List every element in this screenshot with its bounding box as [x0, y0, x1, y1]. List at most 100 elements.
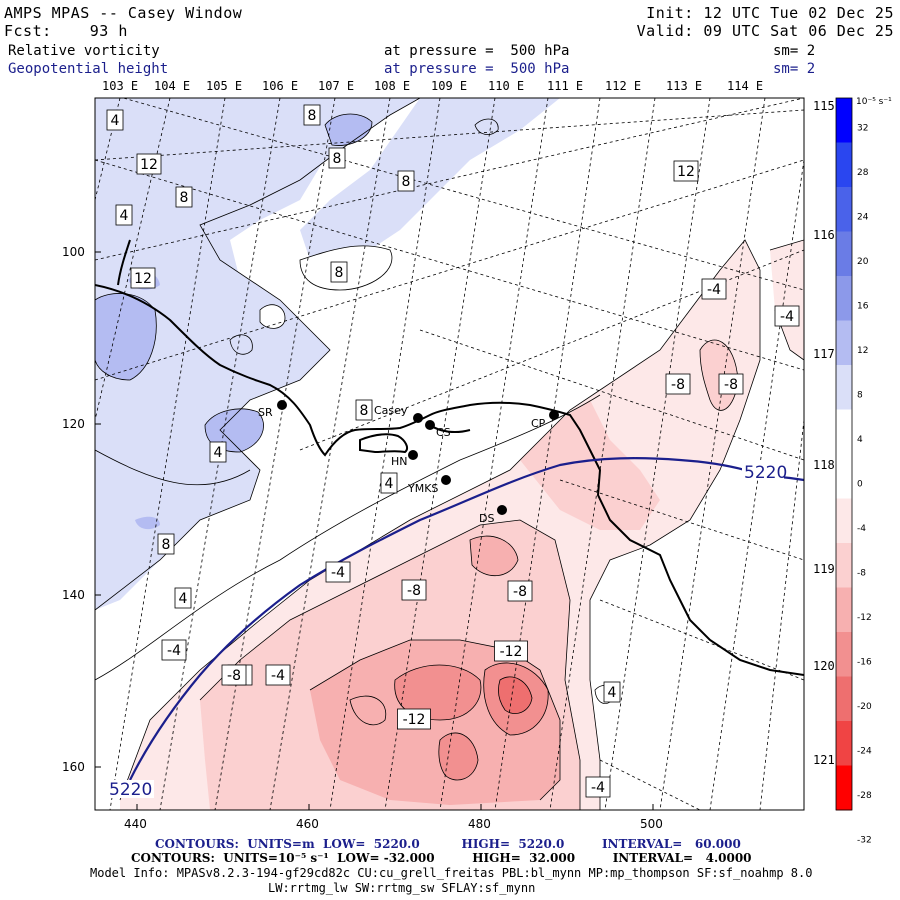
station-label: Casey [374, 404, 408, 417]
contour-label: 8 [180, 190, 189, 206]
neutral-area [260, 304, 285, 329]
colorbar-swatch [836, 721, 852, 766]
contour-label: 8 [333, 151, 342, 167]
field1-name: Relative vorticity [8, 43, 160, 59]
colorbar-tick-label: 32 [857, 124, 868, 134]
station-casey[interactable]: Casey [374, 404, 423, 423]
colorbar-swatch [836, 498, 852, 544]
contour-label: 8 [360, 403, 369, 419]
contour-label: -4 [591, 780, 605, 796]
contour-label: 12 [677, 164, 695, 180]
model-title: AMPS MPAS -- Casey Window [4, 4, 243, 22]
colorbar-tick-label: 4 [857, 435, 863, 445]
colorbar-tick-label: 28 [857, 168, 869, 178]
colorbar-swatch [836, 142, 852, 188]
contour-label-box [774, 305, 800, 327]
contour-label: -4 [331, 565, 345, 581]
negative-vorticity-area [470, 536, 518, 576]
contour-label-box [325, 561, 351, 583]
colorbar-tick-label: -28 [857, 791, 872, 801]
contour-label: 4 [111, 113, 120, 129]
station-label: CS [436, 426, 451, 439]
colorbar-outline [835, 97, 853, 811]
station-ds[interactable]: DS [479, 505, 507, 525]
field1-level: at pressure = 500 hPa [384, 43, 570, 59]
init-time: Init: 12 UTC Tue 02 Dec 25 [646, 4, 894, 22]
footer-model-info-2: LW:rrtmg_lw SW:rrtmg_sw SFLAY:sf_mynn [268, 881, 536, 895]
contour-label-box [355, 399, 373, 421]
contour-label-box [221, 664, 247, 686]
contour-label-box [106, 109, 124, 131]
lon-label: 111 E [547, 79, 583, 93]
colorbar-tick-label: -12 [857, 613, 872, 623]
positive-vorticity-area [205, 408, 264, 452]
station-cs[interactable]: CS [425, 420, 451, 439]
colorbar-tick-label: 12 [857, 346, 868, 356]
contour-label: -4 [780, 309, 794, 325]
footer-height-contours: CONTOURS: UNITS=m LOW= 5220.0 HIGH= 5220… [155, 837, 741, 851]
contour-label: 8 [308, 108, 317, 124]
contour-label-box [718, 373, 744, 395]
lon-label: 107 E [318, 79, 354, 93]
lon-label: 104 E [154, 79, 190, 93]
axis-labels: 440 460 480 500 100 120 140 160 [62, 245, 663, 831]
contour-label-box [603, 681, 621, 703]
contour-label: -12 [500, 644, 523, 660]
contour-label-box [209, 441, 227, 463]
contour-label-box [115, 204, 133, 226]
contour-label-box [380, 472, 398, 494]
station-ymks[interactable]: YMKS [407, 475, 451, 495]
contour-label: 8 [402, 174, 411, 190]
lon-label: 108 E [374, 79, 410, 93]
positive-vorticity-area [95, 293, 157, 380]
contour-label-box [175, 186, 193, 208]
height-contour-5220 [129, 457, 804, 781]
height-contour-labels: 5220 5220 [108, 462, 787, 800]
lon-label: 114 E [727, 79, 763, 93]
height-label-west: 5220 [109, 780, 152, 800]
field1-smooth: sm= 2 [773, 43, 816, 59]
contour-label: -4 [707, 282, 721, 298]
field2-level: at pressure = 500 hPa [384, 61, 570, 77]
y-tick-label: 140 [62, 588, 85, 602]
contour-label-box [174, 587, 192, 609]
field2-name: Geopotential height [8, 61, 169, 77]
colorbar-unit: 10⁻⁵ s⁻¹ [856, 97, 892, 107]
contour-label-box [673, 160, 699, 182]
x-tick-label: 500 [640, 817, 663, 831]
contour-label: -4 [271, 668, 285, 684]
lon-label: 105 E [206, 79, 242, 93]
contour-label-box [397, 708, 431, 730]
colorbar-tick-label: 16 [857, 302, 869, 312]
colorbar-swatch [836, 543, 852, 588]
station-hn[interactable]: HN [391, 450, 418, 468]
station-cp[interactable]: CP [531, 410, 559, 430]
positive-vorticity-area [325, 114, 372, 146]
colorbar-swatch [836, 98, 852, 143]
station-label: HN [391, 455, 408, 468]
x-tick-label: 440 [124, 817, 147, 831]
negative-vorticity-area [770, 240, 804, 360]
colorbar-swatch [836, 587, 852, 633]
lon-label: 103 E [102, 79, 138, 93]
colorbar-tick-label: -20 [857, 702, 872, 712]
colorbar-tick-label: -24 [857, 747, 872, 757]
contour-label: 4 [120, 208, 129, 224]
contour-label: 4 [385, 476, 394, 492]
lon-label: 110 E [488, 79, 524, 93]
colorbar-tick-label: 20 [857, 257, 869, 267]
colorbar-tick-label: 24 [857, 213, 869, 223]
negative-vorticity-area [520, 400, 660, 530]
negative-vorticity-area [394, 665, 481, 720]
station-label: CP [531, 417, 546, 430]
colorbar-tick-label: 8 [857, 391, 863, 401]
contour-label-box [401, 579, 427, 601]
colorbar-swatch [836, 454, 852, 499]
station-sr[interactable]: SR [258, 400, 287, 419]
contour-label: 4 [214, 445, 223, 461]
colorbar-tick-label: -32 [857, 836, 872, 846]
contour-label-box [265, 664, 291, 686]
contour-label: 8 [335, 265, 344, 281]
contour-label: -8 [724, 377, 738, 393]
lon-label: 112 E [605, 79, 641, 93]
